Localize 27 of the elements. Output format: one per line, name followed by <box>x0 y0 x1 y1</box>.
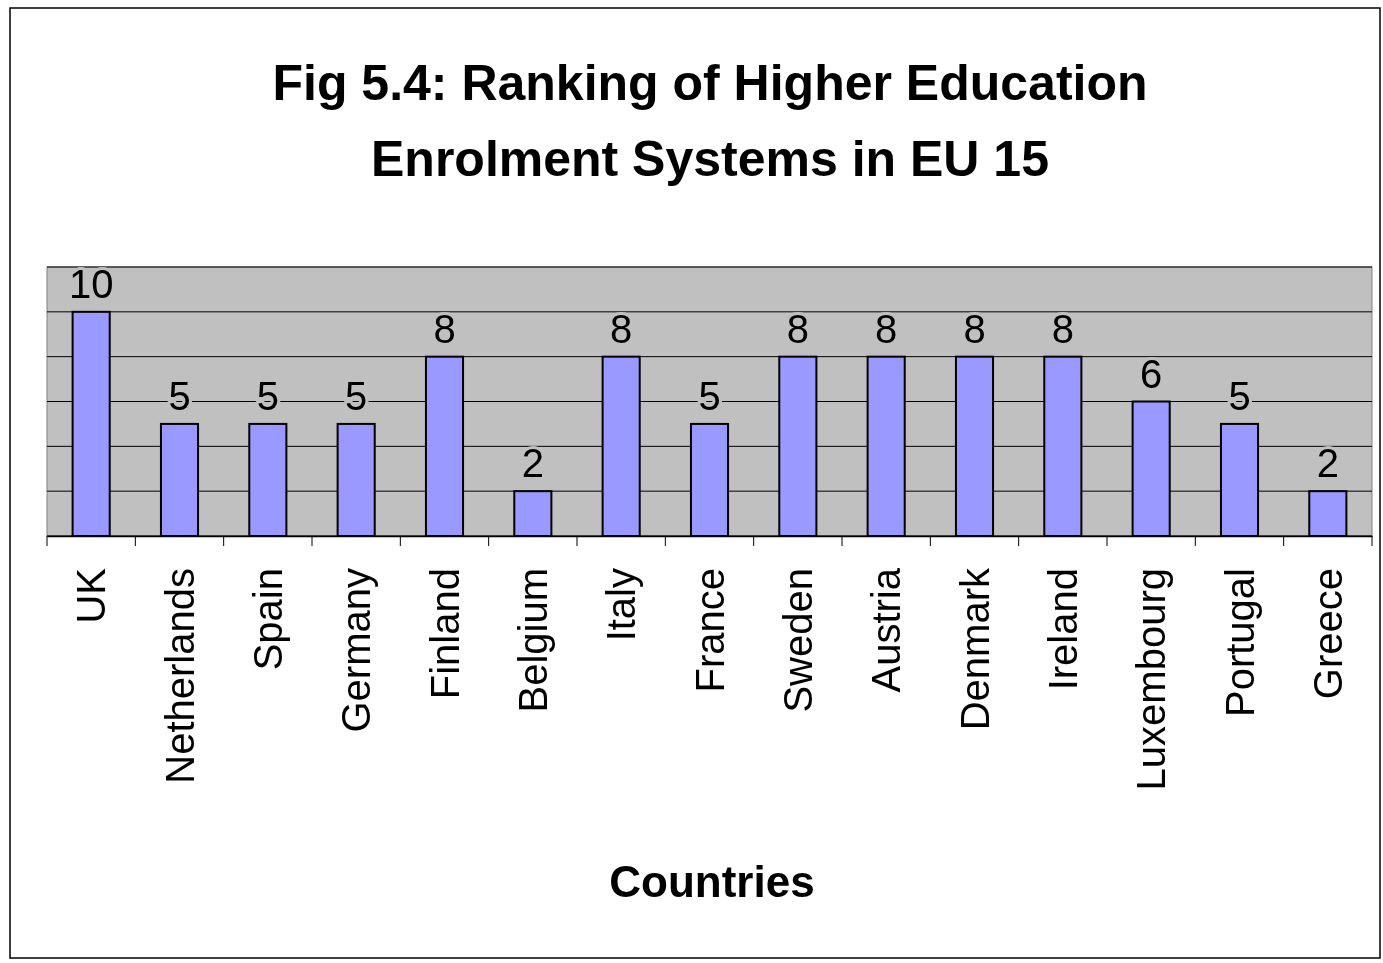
x-tick-label: Spain <box>245 568 290 671</box>
data-label: 6 <box>1140 351 1163 396</box>
x-tick-label: Sweden <box>775 568 820 713</box>
x-tick-label: Portugal <box>1217 568 1262 717</box>
x-tick-label: France <box>687 568 732 693</box>
data-label: 8 <box>610 306 633 351</box>
x-tick-label: Denmark <box>952 567 997 731</box>
data-label: 8 <box>963 306 986 351</box>
x-tick-label: Ireland <box>1040 568 1085 691</box>
x-axis-title: Countries <box>609 857 815 906</box>
x-tick-label: Greece <box>1305 568 1350 700</box>
chart-title: Fig 5.4: Ranking of Higher Education Enrolment Systems in EU 15 <box>272 55 1148 187</box>
data-label: 10 <box>68 261 114 306</box>
data-label: 2 <box>521 441 544 486</box>
x-tick-label: Finland <box>422 568 467 700</box>
data-label: 8 <box>875 306 898 351</box>
x-tick-label: Austria <box>864 567 909 693</box>
x-tick-label: Italy <box>599 568 644 642</box>
data-label: 2 <box>1316 441 1339 486</box>
data-label: 8 <box>433 306 456 351</box>
data-label: 8 <box>1051 306 1074 351</box>
x-tick-label: UK <box>69 567 114 624</box>
x-tick-label: Belgium <box>510 568 555 713</box>
x-tick-label: Germany <box>334 568 379 733</box>
data-label: 8 <box>786 306 809 351</box>
x-tick-label: Netherlands <box>157 568 202 784</box>
x-tick-label: Luxembourg <box>1129 568 1174 791</box>
